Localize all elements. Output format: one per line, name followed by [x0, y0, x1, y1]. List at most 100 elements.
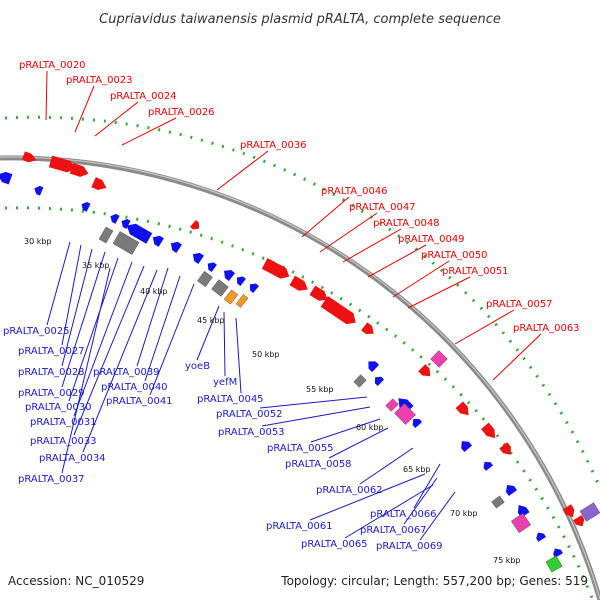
accession-text: Accession: NC_010529 [8, 574, 144, 588]
pink-gene-feature [511, 513, 531, 533]
forward-leader-line [367, 244, 427, 278]
reverse-leader-line [261, 406, 371, 427]
forward-leader-line [492, 333, 542, 381]
plasmid-backbone [0, 155, 600, 600]
forward-gene-arrow [289, 275, 308, 291]
forward-leader-line [45, 70, 48, 121]
reverse-leader-line [259, 396, 368, 409]
reverse-gene-label: pRALTA_0066 [370, 509, 437, 520]
forward-gene-arrow [320, 295, 356, 325]
reverse-gene-arrow [126, 223, 153, 244]
reverse-leader-line [61, 244, 82, 346]
forward-gene-label: pRALTA_0051 [442, 266, 509, 277]
reverse-gene-label: pRALTA_0039 [93, 367, 160, 378]
gray-gene-feature [211, 279, 229, 297]
reverse-gene-label: pRALTA_0033 [30, 436, 97, 447]
reverse-leader-line [309, 473, 426, 521]
orange-gene-feature [223, 289, 239, 305]
gray-gene-feature [353, 374, 367, 388]
reverse-gene-arrow [81, 201, 91, 212]
purple-gene-feature [579, 502, 600, 522]
pink-gene-feature [394, 403, 416, 425]
reverse-gene-label: pRALTA_0029 [18, 388, 85, 399]
reverse-gene-arrow [192, 252, 204, 264]
forward-leader-line [319, 212, 378, 253]
forward-gene-arrow [455, 401, 469, 416]
map-title: Cupriavidus taiwanensis plasmid pRALTA, … [99, 12, 501, 27]
outer-ruler-ring [4, 115, 600, 489]
reverse-gene-label: pRALTA_0052 [216, 409, 283, 420]
reverse-leader-line [136, 267, 169, 367]
reverse-leader-line [73, 261, 133, 417]
reverse-gene-arrow [207, 262, 217, 272]
gray-gene-feature [112, 231, 140, 255]
reverse-leader-line [235, 317, 242, 394]
pink-gene-feature [385, 398, 399, 412]
reverse-leader-line [328, 427, 389, 459]
reverse-leader-line [61, 248, 93, 367]
reverse-gene-arrow [412, 418, 423, 428]
reverse-gene-label: pRALTA_0061 [266, 521, 333, 532]
reverse-leader-line [196, 305, 220, 361]
reverse-gene-label: pRALTA_0069 [376, 541, 443, 552]
forward-gene-arrow [481, 422, 496, 439]
reverse-gene-arrow [170, 241, 182, 253]
reverse-leader-line [344, 484, 434, 539]
reverse-gene-arrow [374, 376, 385, 387]
reverse-leader-line [82, 269, 158, 453]
reverse-gene-arrow [152, 235, 164, 247]
reverse-gene-arrow [249, 283, 259, 294]
forward-leader-line [454, 309, 515, 345]
reverse-leader-line [223, 311, 226, 377]
reverse-leader-line [61, 251, 106, 388]
forward-gene-label: pRALTA_0057 [486, 299, 553, 310]
forward-gene-arrow [69, 162, 89, 177]
reverse-gene-label: pRALTA_0028 [18, 367, 85, 378]
forward-gene-label: pRALTA_0046 [321, 186, 388, 197]
scale-tick-label: 65 kbp [403, 465, 431, 474]
reverse-gene-label: pRALTA_0037 [18, 474, 85, 485]
reverse-gene-label: yefM [213, 377, 237, 388]
reverse-gene-label: pRALTA_0027 [18, 346, 85, 357]
forward-leader-line [94, 101, 139, 137]
reverse-leader-line [310, 418, 381, 443]
plasmid-backbone-highlight [0, 156, 600, 600]
forward-gene-arrow [499, 442, 511, 455]
reverse-gene-label: yoeB [185, 361, 210, 372]
scale-tick-label: 35 kbp [82, 261, 110, 270]
reverse-gene-label: pRALTA_0067 [360, 525, 427, 536]
scale-tick-labels: 30 kbp 35 kbp 40 kbp 45 kbp 50 kbp 55 kbp 60 k… [24, 237, 521, 565]
forward-gene-label: pRALTA_0047 [349, 202, 416, 213]
reverse-gene-arrow [368, 361, 380, 373]
label-leader-lines [45, 70, 542, 541]
reverse-gene-label: pRALTA_0040 [101, 382, 168, 393]
reverse-leader-line [68, 257, 119, 402]
reverse-gene-label: pRALTA_0034 [39, 453, 106, 464]
forward-leader-line [301, 196, 350, 238]
reverse-leader-line [73, 265, 145, 436]
reverse-gene-arrow [236, 276, 246, 287]
orange-gene-feature [235, 294, 249, 308]
reverse-leader-line [149, 283, 195, 396]
forward-leader-line [407, 276, 471, 309]
forward-leader-line [216, 150, 269, 191]
forward-gene-arrow [573, 515, 585, 527]
forward-leader-line [74, 85, 95, 133]
reverse-leader-line [46, 241, 71, 326]
forward-leader-line [392, 260, 450, 298]
forward-leader-line [121, 117, 177, 146]
forward-gene-label: pRALTA_0063 [513, 323, 580, 334]
scale-tick-label: 50 kbp [252, 350, 280, 359]
reverse-gene-arrow [34, 185, 44, 196]
gene-features [0, 151, 600, 573]
forward-gene-label: pRALTA_0023 [66, 75, 133, 86]
reverse-gene-arrow [224, 270, 236, 282]
pink-gene-feature [430, 350, 448, 368]
gene-labels: pRALTA_0020 pRALTA_0023 pRALTA_0024 pRALTA_… [3, 60, 580, 552]
reverse-gene-arrow [110, 214, 120, 224]
reverse-gene-arrow [536, 532, 546, 542]
reverse-leader-line [61, 267, 111, 474]
green-gene-feature [545, 555, 563, 573]
scale-tick-label: 30 kbp [24, 237, 52, 246]
